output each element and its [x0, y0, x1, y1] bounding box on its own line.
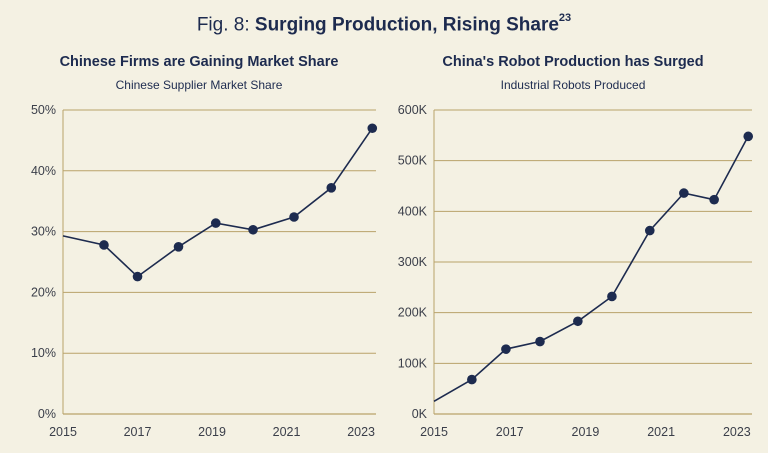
chart-1-y-tick-label: 50% — [31, 103, 56, 117]
chart-2-x-tick-label: 2017 — [496, 425, 524, 439]
chart-2-y-tick-label: 200K — [398, 306, 428, 320]
chart-2-x-tick-label: 2015 — [420, 425, 448, 439]
chart-2-x-tick-label: 2021 — [647, 425, 675, 439]
chart-2-y-tick-label: 400K — [398, 204, 428, 218]
chart-1-data-point — [289, 212, 299, 222]
chart-1-x-tick-label: 2015 — [49, 425, 77, 439]
chart-2-data-point — [467, 374, 477, 385]
chart-2-data-point — [709, 194, 719, 205]
chart-2-y-tick-label: 0K — [412, 407, 428, 421]
chart-2-y-tick-label: 300K — [398, 255, 428, 269]
figure-title: Fig. 8: Surging Production, Rising Share… — [0, 12, 768, 36]
chart-1-data-point — [173, 242, 184, 252]
chart-1-y-tick-label: 20% — [31, 285, 56, 299]
chart-2-y-tick-label: 500K — [398, 154, 428, 168]
chart-1-y-tick-label: 10% — [31, 346, 56, 360]
chart-1-series-line — [62, 127, 373, 278]
chart-2-data-point — [607, 291, 617, 302]
figure-prefix: Fig. 8: — [196, 14, 255, 36]
figure-footnote: 23 — [558, 12, 572, 24]
chart-2-data-point — [743, 131, 754, 142]
chart-1-x-tick-label: 2017 — [124, 425, 152, 439]
chart-2-title: China's Robot Production has Surged — [442, 54, 704, 70]
figure-main-title: Surging Production, Rising Share — [254, 14, 559, 36]
chart-1-data-point — [248, 224, 258, 235]
chart-1-data-point — [326, 183, 337, 193]
chart-1-data-point — [99, 240, 109, 250]
chart-2-series-line — [433, 135, 749, 402]
chart-1-title: Chinese Firms are Gaining Market Share — [59, 54, 339, 70]
chart-2-data-point — [573, 316, 583, 327]
chart-2-data-point — [501, 344, 511, 354]
chart-2-x-tick-label: 2019 — [572, 425, 600, 439]
chart-1-x-tick-label: 2021 — [273, 425, 301, 439]
chart-1-x-tick-label: 2019 — [198, 425, 226, 439]
chart-2-y-tick-label: 100K — [398, 356, 428, 370]
chart-2-y-tick-label: 600K — [398, 103, 428, 117]
chart-1-x-tick-label: 2023 — [347, 425, 375, 439]
chart-1-y-tick-label: 30% — [31, 225, 56, 239]
chart-1-y-tick-label: 40% — [31, 164, 56, 178]
chart-2-data-point — [644, 225, 655, 236]
chart-2-data-point — [679, 188, 689, 198]
chart-1-subtitle: Chinese Supplier Market Share — [115, 78, 283, 92]
chart-2-x-tick-label: 2023 — [723, 425, 751, 439]
chart-1-data-point — [367, 123, 378, 134]
chart-1-data-point — [132, 271, 143, 282]
chart-2-subtitle: Industrial Robots Produced — [500, 78, 646, 92]
chart-1-data-point — [210, 218, 221, 228]
chart-2-data-point — [535, 336, 545, 347]
chart-1-y-tick-label: 0% — [38, 407, 56, 421]
